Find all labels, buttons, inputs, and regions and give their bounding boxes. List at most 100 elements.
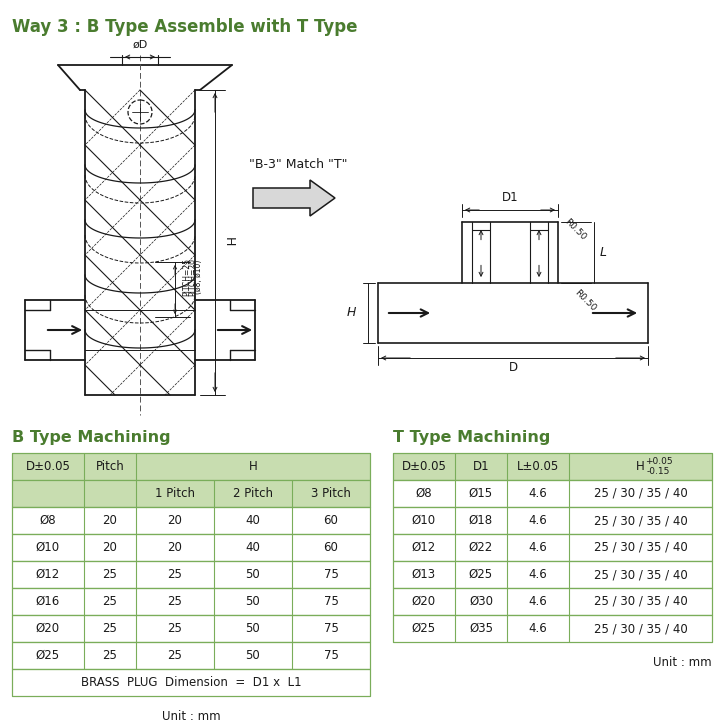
Text: 1 Pitch: 1 Pitch (155, 487, 195, 500)
Text: 25: 25 (102, 595, 118, 608)
Bar (12, 615, 370, 642)
Text: D1: D1 (502, 191, 518, 204)
Text: H: H (249, 460, 257, 473)
Text: 25: 25 (167, 595, 182, 608)
Text: L±0.05: L±0.05 (517, 460, 559, 473)
Text: T Type Machining: T Type Machining (393, 430, 550, 445)
Polygon shape (253, 180, 335, 216)
Text: 25: 25 (102, 568, 118, 581)
Text: 25: 25 (167, 622, 182, 635)
Text: Ø30: Ø30 (469, 595, 493, 608)
Text: Unit : mm: Unit : mm (653, 656, 712, 669)
Text: Pitch: Pitch (96, 460, 125, 473)
Text: 40: 40 (246, 541, 260, 554)
Text: 20: 20 (167, 541, 182, 554)
Text: 4.6: 4.6 (528, 541, 547, 554)
Text: 50: 50 (246, 622, 260, 635)
Text: H: H (222, 237, 235, 246)
Text: 25 / 30 / 35 / 40: 25 / 30 / 35 / 40 (593, 487, 687, 500)
Text: Ø10: Ø10 (412, 514, 436, 527)
Text: Ø35: Ø35 (469, 622, 493, 635)
Text: Ø8: Ø8 (416, 487, 433, 500)
Text: D: D (508, 361, 518, 374)
Text: -0.15: -0.15 (647, 467, 671, 476)
Text: 25 / 30 / 35 / 40: 25 / 30 / 35 / 40 (593, 568, 687, 581)
Text: R0.50: R0.50 (573, 288, 598, 313)
Text: D±0.05: D±0.05 (402, 460, 446, 473)
Text: "B-3" Match "T": "B-3" Match "T" (249, 158, 348, 172)
Text: Ø13: Ø13 (412, 568, 436, 581)
Text: 75: 75 (324, 595, 338, 608)
Text: Ø16: Ø16 (36, 595, 60, 608)
Bar (393, 480, 712, 507)
Text: H: H (636, 460, 645, 473)
Text: PITCH=25: PITCH=25 (182, 258, 191, 296)
Text: 25 / 30 / 35 / 40: 25 / 30 / 35 / 40 (593, 541, 687, 554)
Text: 50: 50 (246, 649, 260, 662)
Bar (12, 642, 370, 669)
Bar (393, 534, 712, 561)
Text: Ø25: Ø25 (36, 649, 60, 662)
Text: 25: 25 (102, 622, 118, 635)
Text: Ø25: Ø25 (412, 622, 436, 635)
Text: 25: 25 (167, 649, 182, 662)
Text: +0.05: +0.05 (645, 457, 672, 466)
Text: Ø10: Ø10 (36, 541, 60, 554)
Text: 75: 75 (324, 568, 338, 581)
Text: 75: 75 (324, 622, 338, 635)
Text: Ø22: Ø22 (469, 541, 493, 554)
Text: 2 Pitch: 2 Pitch (233, 487, 273, 500)
Text: R0.50: R0.50 (563, 217, 588, 243)
Text: 25: 25 (102, 649, 118, 662)
Text: (ø8, ø10): (ø8, ø10) (194, 260, 203, 294)
Text: 3 Pitch: 3 Pitch (311, 487, 351, 500)
Text: Ø20: Ø20 (36, 622, 60, 635)
Text: 25 / 30 / 35 / 40: 25 / 30 / 35 / 40 (593, 595, 687, 608)
Text: Unit : mm: Unit : mm (162, 710, 221, 723)
Text: Ø15: Ø15 (469, 487, 493, 500)
Bar (393, 453, 712, 480)
Text: BRASS  PLUG  Dimension  =  D1 x  L1: BRASS PLUG Dimension = D1 x L1 (81, 676, 301, 689)
Text: 60: 60 (324, 514, 338, 527)
Bar (12, 480, 370, 507)
Text: 4.6: 4.6 (528, 487, 547, 500)
Bar (12, 588, 370, 615)
Bar (393, 615, 712, 642)
Text: D1: D1 (473, 460, 490, 473)
Bar (12, 507, 370, 534)
Text: H: H (347, 307, 356, 319)
Text: 25 / 30 / 35 / 40: 25 / 30 / 35 / 40 (593, 622, 687, 635)
Text: Ø12: Ø12 (36, 568, 60, 581)
Text: 75: 75 (324, 649, 338, 662)
Text: Ø8: Ø8 (40, 514, 56, 527)
Bar (12, 561, 370, 588)
Bar (12, 534, 370, 561)
Text: 4.6: 4.6 (528, 595, 547, 608)
Text: 25 / 30 / 35 / 40: 25 / 30 / 35 / 40 (593, 514, 687, 527)
Text: 20: 20 (167, 514, 182, 527)
Text: Ø12: Ø12 (412, 541, 436, 554)
Text: 4.6: 4.6 (528, 568, 547, 581)
Text: B Type Machining: B Type Machining (12, 430, 171, 445)
Bar (393, 507, 712, 534)
Text: øD: øD (133, 40, 148, 50)
Bar (393, 588, 712, 615)
Text: Way 3 : B Type Assemble with T Type: Way 3 : B Type Assemble with T Type (12, 18, 358, 36)
Bar (393, 561, 712, 588)
Text: L: L (600, 246, 607, 259)
Text: 40: 40 (246, 514, 260, 527)
Text: Ø25: Ø25 (469, 568, 493, 581)
Text: D±0.05: D±0.05 (25, 460, 71, 473)
Text: Ø18: Ø18 (469, 514, 493, 527)
Text: 20: 20 (102, 514, 118, 527)
Text: 50: 50 (246, 595, 260, 608)
Bar (12, 453, 370, 480)
Text: PITCH=20: PITCH=20 (188, 258, 197, 296)
Text: 4.6: 4.6 (528, 622, 547, 635)
Text: Ø20: Ø20 (412, 595, 436, 608)
Text: 60: 60 (324, 541, 338, 554)
Text: 20: 20 (102, 541, 118, 554)
Text: 25: 25 (167, 568, 182, 581)
Text: 4.6: 4.6 (528, 514, 547, 527)
Text: 50: 50 (246, 568, 260, 581)
